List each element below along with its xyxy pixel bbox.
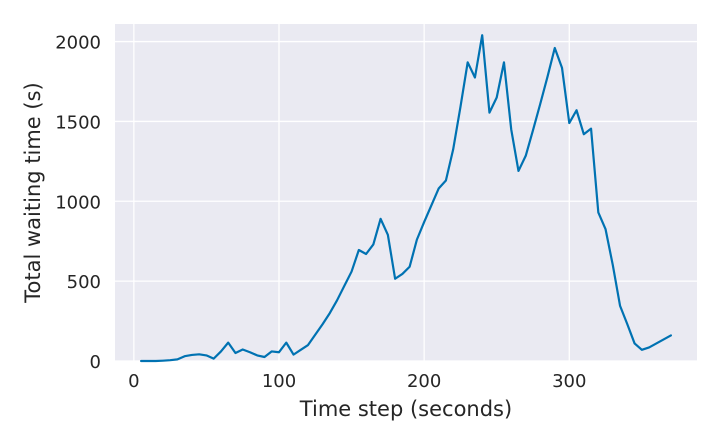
x-tick-label: 200 — [407, 371, 441, 392]
y-axis-ticks: 0 500 1000 1500 2000 — [55, 33, 101, 373]
plot-background — [115, 24, 697, 361]
x-tick-label: 300 — [552, 371, 586, 392]
y-tick-label: 0 — [90, 352, 101, 373]
grid-lines — [115, 24, 697, 362]
series-line — [140, 34, 672, 363]
series-layer — [140, 34, 672, 363]
y-tick-label: 500 — [67, 272, 101, 293]
x-axis-ticks: 0 100 200 300 — [128, 371, 586, 392]
x-axis-label: Time step (seconds) — [299, 397, 512, 421]
y-tick-label: 2000 — [55, 33, 101, 54]
y-axis-label: Total waiting time (s) — [21, 82, 45, 303]
x-tick-label: 0 — [128, 371, 139, 392]
x-tick-label: 100 — [262, 371, 296, 392]
y-tick-label: 1500 — [55, 112, 101, 133]
y-tick-label: 1000 — [55, 192, 101, 213]
